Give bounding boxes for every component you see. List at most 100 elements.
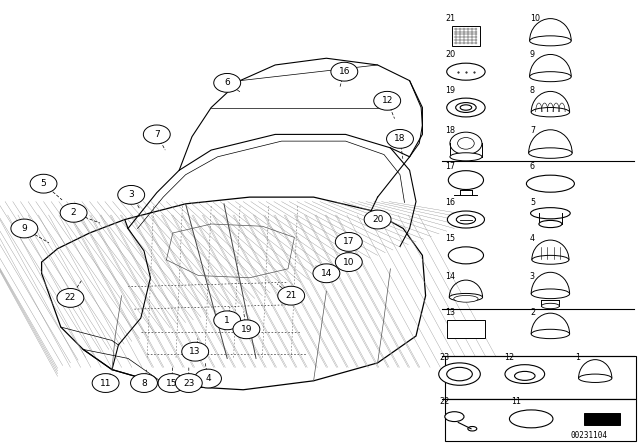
Text: 6: 6 <box>225 78 230 87</box>
Ellipse shape <box>531 329 570 339</box>
Circle shape <box>92 374 119 392</box>
Text: 2: 2 <box>530 308 535 317</box>
Text: 5: 5 <box>41 179 46 188</box>
Text: 4: 4 <box>205 374 211 383</box>
Ellipse shape <box>505 365 545 383</box>
Circle shape <box>214 73 241 92</box>
Ellipse shape <box>526 175 575 192</box>
Text: 14: 14 <box>321 269 332 278</box>
Text: 13: 13 <box>189 347 201 356</box>
Text: 17: 17 <box>445 162 456 171</box>
Ellipse shape <box>448 247 484 264</box>
Ellipse shape <box>529 148 572 158</box>
Circle shape <box>57 289 84 307</box>
Ellipse shape <box>530 72 571 82</box>
Ellipse shape <box>448 171 484 190</box>
Text: 10: 10 <box>530 14 540 23</box>
Text: 13: 13 <box>445 308 456 317</box>
Text: 5: 5 <box>530 198 535 207</box>
Text: 19: 19 <box>241 325 252 334</box>
Text: 1: 1 <box>575 353 580 362</box>
Text: 7: 7 <box>530 126 535 135</box>
Ellipse shape <box>468 426 477 431</box>
Text: 19: 19 <box>445 86 456 95</box>
Polygon shape <box>42 197 426 390</box>
Circle shape <box>335 233 362 251</box>
Ellipse shape <box>447 211 484 228</box>
Text: 21: 21 <box>285 291 297 300</box>
Circle shape <box>214 311 241 330</box>
Bar <box>445 399 636 441</box>
Circle shape <box>131 374 157 392</box>
Circle shape <box>233 320 260 339</box>
Text: 12: 12 <box>504 353 515 362</box>
Ellipse shape <box>449 293 483 301</box>
Circle shape <box>30 174 57 193</box>
Circle shape <box>118 185 145 204</box>
Ellipse shape <box>450 132 482 155</box>
Ellipse shape <box>439 363 480 385</box>
Circle shape <box>60 203 87 222</box>
Circle shape <box>331 62 358 81</box>
Text: 11: 11 <box>511 397 521 406</box>
Circle shape <box>143 125 170 144</box>
Text: 16: 16 <box>339 67 350 76</box>
Ellipse shape <box>458 138 474 149</box>
Text: 20: 20 <box>445 50 456 59</box>
Text: 8: 8 <box>141 379 147 388</box>
Bar <box>445 356 636 399</box>
Text: 9: 9 <box>22 224 27 233</box>
Text: 22: 22 <box>65 293 76 302</box>
Text: 4: 4 <box>530 234 535 243</box>
Circle shape <box>195 369 221 388</box>
Text: 15: 15 <box>445 234 456 243</box>
Ellipse shape <box>445 412 464 422</box>
Text: 14: 14 <box>445 272 456 281</box>
Text: 2: 2 <box>71 208 76 217</box>
Ellipse shape <box>450 153 482 161</box>
Text: 17: 17 <box>343 237 355 246</box>
Circle shape <box>182 342 209 361</box>
Circle shape <box>374 91 401 110</box>
Circle shape <box>364 210 391 229</box>
Ellipse shape <box>456 215 476 224</box>
Ellipse shape <box>539 220 562 228</box>
Circle shape <box>11 219 38 238</box>
Circle shape <box>278 286 305 305</box>
Polygon shape <box>452 26 480 46</box>
Text: 21: 21 <box>445 14 456 23</box>
Ellipse shape <box>531 289 570 299</box>
Ellipse shape <box>447 98 485 117</box>
Ellipse shape <box>579 374 612 383</box>
Polygon shape <box>447 320 485 338</box>
Text: 20: 20 <box>372 215 383 224</box>
Text: 7: 7 <box>154 130 159 139</box>
Ellipse shape <box>515 371 535 380</box>
Circle shape <box>175 374 202 392</box>
Text: 23: 23 <box>183 379 195 388</box>
Text: 3: 3 <box>530 272 535 281</box>
Ellipse shape <box>509 410 553 428</box>
Circle shape <box>313 264 340 283</box>
Text: 00231104: 00231104 <box>570 431 607 440</box>
Text: 16: 16 <box>445 198 456 207</box>
Ellipse shape <box>447 63 485 80</box>
Text: 18: 18 <box>445 126 456 135</box>
Ellipse shape <box>460 105 472 110</box>
Ellipse shape <box>447 367 472 381</box>
Text: 9: 9 <box>530 50 535 59</box>
Circle shape <box>335 253 362 271</box>
Text: 8: 8 <box>530 86 535 95</box>
Text: 11: 11 <box>100 379 111 388</box>
Ellipse shape <box>531 207 570 219</box>
Text: 15: 15 <box>166 379 177 388</box>
Text: 10: 10 <box>343 258 355 267</box>
Circle shape <box>158 374 185 392</box>
Ellipse shape <box>532 255 569 264</box>
Text: 3: 3 <box>129 190 134 199</box>
Text: 22: 22 <box>439 397 449 406</box>
Ellipse shape <box>530 36 571 46</box>
Text: 6: 6 <box>530 162 535 171</box>
Ellipse shape <box>541 303 559 309</box>
Text: 1: 1 <box>225 316 230 325</box>
